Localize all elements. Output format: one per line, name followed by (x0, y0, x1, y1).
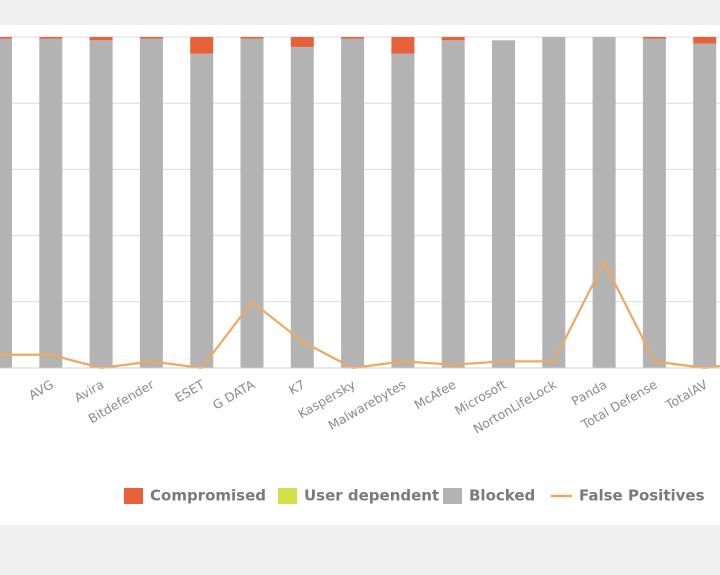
bar-segment (441, 37, 465, 41)
bar-segment (39, 38, 63, 368)
legend-swatch (278, 488, 297, 504)
bar-segment (89, 37, 113, 41)
bar-segment (89, 40, 113, 369)
bar-segment (391, 37, 415, 54)
bar-segment (441, 40, 465, 369)
bar-segment (693, 43, 717, 369)
bar-segment (139, 38, 163, 368)
bar-segment (240, 37, 264, 39)
bar-segment (139, 37, 163, 39)
bar-segment (592, 37, 616, 368)
bar-segment (542, 37, 566, 368)
bar-segment (39, 37, 63, 39)
legend-swatch (124, 488, 143, 504)
bar-segment (642, 38, 666, 368)
x-tick-label: K7 (286, 377, 307, 398)
bar-segment (0, 37, 12, 39)
bar-segment (290, 46, 314, 369)
legend-label: False Positives (579, 487, 705, 505)
bar-segment (290, 37, 314, 47)
bar-segment (642, 37, 666, 39)
bar-segment (341, 37, 365, 39)
bar-segment (341, 38, 365, 368)
bar-segment (391, 53, 415, 369)
line (0, 260, 720, 370)
legend-label: User dependent (304, 487, 439, 505)
bar-segment (240, 38, 264, 368)
bar-segment (190, 37, 214, 54)
legend-swatch (443, 488, 462, 504)
legend-label: Compromised (150, 487, 266, 505)
bar-segment (693, 37, 717, 44)
legend-label: Blocked (469, 487, 535, 505)
bar-segment (190, 53, 214, 369)
bar-segment (492, 40, 515, 369)
bar-segment (0, 38, 12, 368)
